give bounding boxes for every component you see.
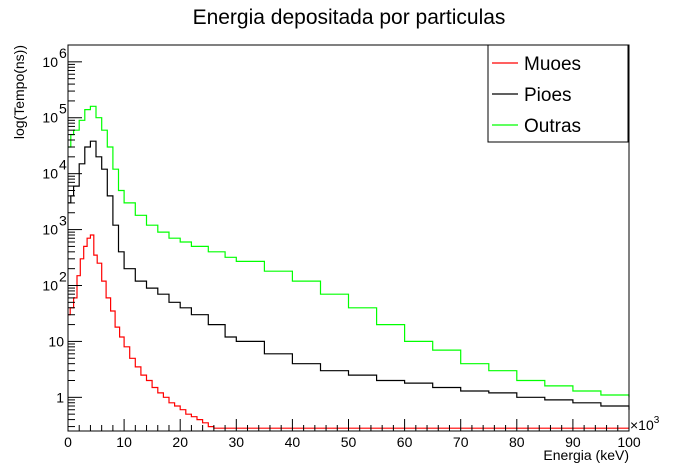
y-tick-label: 10 bbox=[42, 278, 58, 294]
y-tick-exponent: 2 bbox=[59, 269, 67, 285]
x-axis-label: Energia (keV) bbox=[543, 447, 629, 463]
legend-item-muoes: Muoes bbox=[492, 54, 581, 75]
legend-label: Outras bbox=[524, 116, 581, 137]
x-axis-multiplier-exp: 3 bbox=[654, 415, 660, 426]
series-layer bbox=[68, 105, 630, 429]
legend: Muoes Pioes Outras bbox=[487, 44, 629, 143]
x-tick-label: 30 bbox=[229, 434, 245, 450]
x-tick-label: 80 bbox=[509, 434, 525, 450]
legend-item-outras: Outras bbox=[492, 116, 581, 137]
y-tick-exponent: 3 bbox=[59, 213, 67, 229]
x-axis-multiplier: ×103 bbox=[630, 415, 660, 433]
x-tick-label: 50 bbox=[341, 434, 357, 450]
x-tick-label: 20 bbox=[172, 434, 188, 450]
x-axis: 0 10 20 30 40 50 60 70 80 90 100 bbox=[64, 419, 641, 450]
x-tick-label: 0 bbox=[64, 434, 72, 450]
y-tick-exponent: 6 bbox=[59, 45, 67, 61]
x-tick-label: 10 bbox=[116, 434, 132, 450]
y-tick-label: 10 bbox=[42, 166, 58, 182]
x-axis-multiplier-base: ×10 bbox=[630, 417, 654, 433]
series-line-pioes bbox=[68, 140, 630, 410]
y-tick-label: 10 bbox=[42, 110, 58, 126]
x-tick-label: 60 bbox=[397, 434, 413, 450]
x-tick-label: 70 bbox=[453, 434, 469, 450]
series-line-outras bbox=[68, 105, 630, 398]
legend-label: Muoes bbox=[524, 54, 581, 75]
legend-label: Pioes bbox=[524, 85, 572, 106]
y-tick-label: 10 bbox=[48, 333, 64, 349]
x-tick-label: 40 bbox=[285, 434, 301, 450]
chart-title: Energia depositada por particulas bbox=[193, 6, 506, 29]
y-tick-label: 1 bbox=[56, 389, 64, 405]
y-tick-exponent: 5 bbox=[59, 101, 67, 117]
x-tick-label: 90 bbox=[565, 434, 581, 450]
x-tick-label: 100 bbox=[617, 434, 641, 450]
series-line-muoes bbox=[68, 234, 629, 429]
y-tick-exponent: 4 bbox=[59, 157, 67, 173]
y-axis-label: log(Tempo(ns)) bbox=[11, 45, 27, 139]
y-tick-label: 10 bbox=[42, 54, 58, 70]
legend-item-pioes: Pioes bbox=[492, 85, 572, 106]
y-tick-label: 10 bbox=[42, 222, 58, 238]
